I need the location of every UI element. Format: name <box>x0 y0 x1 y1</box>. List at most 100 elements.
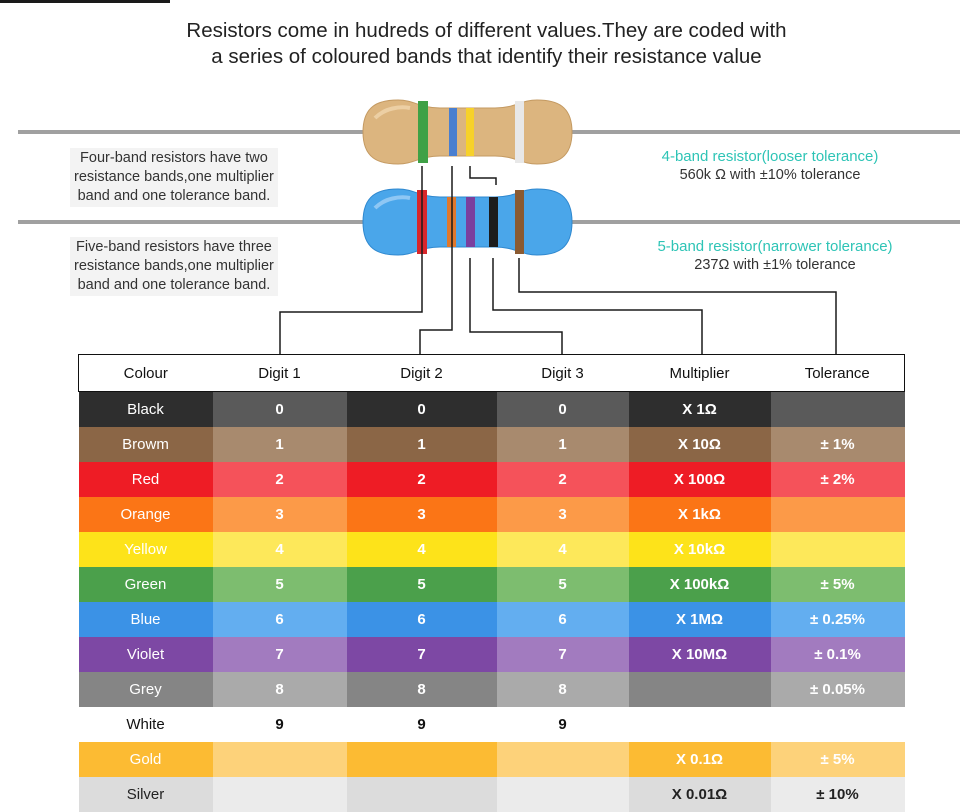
four-band-label: 4-band resistor(looser tolerance) 560k Ω… <box>630 147 910 185</box>
cell-tolerance: ± 10% <box>771 777 905 812</box>
cell-digit-1: 8 <box>213 672 347 707</box>
cell-digit-3: 5 <box>497 567 629 602</box>
five-band-label-title: 5-band resistor(narrower tolerance) <box>630 237 920 256</box>
five-band-note-line-3: band and one tolerance band. <box>74 276 274 295</box>
cell-digit-1: 4 <box>213 532 347 567</box>
five-band-label-value: 237Ω with ±1% tolerance <box>630 256 920 275</box>
table-row: Silver X 0.01Ω ± 10% <box>79 777 905 812</box>
cell-multiplier: X 10MΩ <box>629 637 771 672</box>
cell-digit-3: 1 <box>497 427 629 462</box>
cell-colour-name: Silver <box>79 777 213 812</box>
cell-digit-3: 0 <box>497 392 629 428</box>
cell-digit-2: 7 <box>347 637 497 672</box>
cell-colour-name: Violet <box>79 637 213 672</box>
header-digit-2: Digit 2 <box>347 355 497 392</box>
four-band-note: Four-band resistors have two resistance … <box>70 148 278 207</box>
cell-tolerance: ± 1% <box>771 427 905 462</box>
cell-digit-1: 0 <box>213 392 347 428</box>
cell-digit-2: 6 <box>347 602 497 637</box>
cell-multiplier: X 0.1Ω <box>629 742 771 777</box>
five-band-label: 5-band resistor(narrower tolerance) 237Ω… <box>630 237 920 275</box>
four-band-note-line-1: Four-band resistors have two <box>74 149 274 168</box>
header-digit-1: Digit 1 <box>213 355 347 392</box>
cell-colour-name: Orange <box>79 497 213 532</box>
cell-digit-2: 1 <box>347 427 497 462</box>
cell-colour-name: Grey <box>79 672 213 707</box>
cell-colour-name: Blue <box>79 602 213 637</box>
four-band-band-green <box>418 101 428 163</box>
table-row: Browm 1 1 1 X 10Ω ± 1% <box>79 427 905 462</box>
cell-digit-2: 8 <box>347 672 497 707</box>
cell-tolerance: ± 0.25% <box>771 602 905 637</box>
cell-digit-3: 7 <box>497 637 629 672</box>
cell-tolerance: ± 0.05% <box>771 672 905 707</box>
colour-code-table: Colour Digit 1 Digit 2 Digit 3 Multiplie… <box>78 354 905 812</box>
cell-colour-name: Green <box>79 567 213 602</box>
cell-digit-3 <box>497 742 629 777</box>
cell-digit-3 <box>497 777 629 812</box>
header-digit-3: Digit 3 <box>497 355 629 392</box>
cell-multiplier <box>629 672 771 707</box>
cell-digit-1 <box>213 777 347 812</box>
cell-digit-1: 9 <box>213 707 347 742</box>
cell-tolerance <box>771 497 905 532</box>
table-row: Orange 3 3 3 X 1kΩ <box>79 497 905 532</box>
five-band-note-line-2: resistance bands,one multiplier <box>74 257 274 276</box>
cell-colour-name: Black <box>79 392 213 428</box>
cell-digit-1 <box>213 742 347 777</box>
five-band-band-brown <box>515 190 524 254</box>
cell-digit-1: 7 <box>213 637 347 672</box>
table-row: Yellow 4 4 4 X 10kΩ <box>79 532 905 567</box>
cell-digit-2 <box>347 742 497 777</box>
table-row: White 9 9 9 <box>79 707 905 742</box>
table-row: Black 0 0 0 X 1Ω <box>79 392 905 428</box>
table-header-row: Colour Digit 1 Digit 2 Digit 3 Multiplie… <box>79 355 905 392</box>
cell-tolerance <box>771 707 905 742</box>
cell-multiplier: X 0.01Ω <box>629 777 771 812</box>
header-tolerance: Tolerance <box>771 355 905 392</box>
cell-tolerance <box>771 392 905 428</box>
header-colour: Colour <box>79 355 213 392</box>
cell-digit-3: 2 <box>497 462 629 497</box>
cell-multiplier: X 10Ω <box>629 427 771 462</box>
cell-multiplier: X 100kΩ <box>629 567 771 602</box>
cell-tolerance <box>771 532 905 567</box>
cell-tolerance: ± 5% <box>771 742 905 777</box>
cell-multiplier: X 1kΩ <box>629 497 771 532</box>
four-band-label-value: 560k Ω with ±10% tolerance <box>630 166 910 185</box>
cell-digit-3: 3 <box>497 497 629 532</box>
header-multiplier: Multiplier <box>629 355 771 392</box>
table-row: Red 2 2 2 X 100Ω ± 2% <box>79 462 905 497</box>
cell-colour-name: White <box>79 707 213 742</box>
cell-colour-name: Yellow <box>79 532 213 567</box>
table-row: Blue 6 6 6 X 1MΩ ± 0.25% <box>79 602 905 637</box>
table-row: Violet 7 7 7 X 10MΩ ± 0.1% <box>79 637 905 672</box>
table-body: Black 0 0 0 X 1Ω Browm 1 1 1 X 10Ω ± 1% … <box>79 392 905 812</box>
table-row: Grey 8 8 8 ± 0.05% <box>79 672 905 707</box>
cell-multiplier: X 10kΩ <box>629 532 771 567</box>
cell-digit-2 <box>347 777 497 812</box>
cell-digit-3: 9 <box>497 707 629 742</box>
five-band-band-black <box>489 197 498 247</box>
five-band-note-line-1: Five-band resistors have three <box>74 238 274 257</box>
cell-digit-1: 1 <box>213 427 347 462</box>
cell-digit-1: 2 <box>213 462 347 497</box>
four-band-band-blue <box>449 108 457 156</box>
cell-colour-name: Browm <box>79 427 213 462</box>
cell-tolerance: ± 2% <box>771 462 905 497</box>
cell-multiplier: X 1Ω <box>629 392 771 428</box>
table-row: Gold X 0.1Ω ± 5% <box>79 742 905 777</box>
cell-digit-1: 5 <box>213 567 347 602</box>
cell-colour-name: Red <box>79 462 213 497</box>
cell-digit-1: 6 <box>213 602 347 637</box>
four-band-label-title: 4-band resistor(looser tolerance) <box>630 147 910 166</box>
four-band-note-line-3: band and one tolerance band. <box>74 187 274 206</box>
four-band-note-line-2: resistance bands,one multiplier <box>74 168 274 187</box>
cell-digit-3: 6 <box>497 602 629 637</box>
cell-digit-2: 0 <box>347 392 497 428</box>
cell-digit-2: 9 <box>347 707 497 742</box>
cell-digit-3: 4 <box>497 532 629 567</box>
four-band-band-yellow <box>466 108 474 156</box>
table-row: Green 5 5 5 X 100kΩ ± 5% <box>79 567 905 602</box>
cell-colour-name: Gold <box>79 742 213 777</box>
